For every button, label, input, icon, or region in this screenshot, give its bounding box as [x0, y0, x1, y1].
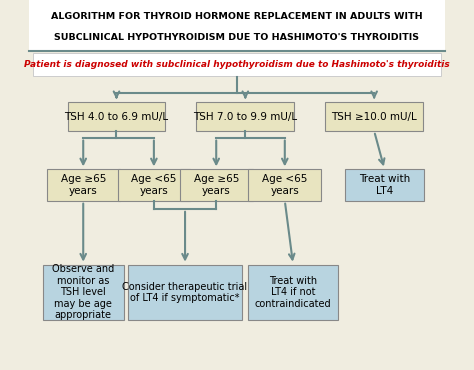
Text: Age ≥65
years: Age ≥65 years: [61, 174, 106, 196]
FancyBboxPatch shape: [345, 169, 424, 201]
Text: Treat with
LT4: Treat with LT4: [359, 174, 410, 196]
FancyBboxPatch shape: [68, 102, 165, 131]
Text: TSH ≥10.0 mU/L: TSH ≥10.0 mU/L: [331, 111, 417, 122]
Text: Age <65
years: Age <65 years: [131, 174, 177, 196]
Text: Age <65
years: Age <65 years: [262, 174, 308, 196]
Text: Treat with
LT4 if not
contraindicated: Treat with LT4 if not contraindicated: [255, 276, 331, 309]
Text: TSH 4.0 to 6.9 mU/L: TSH 4.0 to 6.9 mU/L: [64, 111, 169, 122]
FancyBboxPatch shape: [180, 169, 253, 201]
FancyBboxPatch shape: [29, 0, 445, 50]
FancyBboxPatch shape: [47, 169, 119, 201]
Text: Age ≥65
years: Age ≥65 years: [193, 174, 239, 196]
Text: Observe and
monitor as
TSH level
may be age
appropriate: Observe and monitor as TSH level may be …: [52, 264, 114, 320]
FancyBboxPatch shape: [43, 265, 124, 320]
FancyBboxPatch shape: [33, 53, 441, 76]
FancyBboxPatch shape: [248, 169, 321, 201]
FancyBboxPatch shape: [197, 102, 294, 131]
Text: TSH 7.0 to 9.9 mU/L: TSH 7.0 to 9.9 mU/L: [193, 111, 297, 122]
FancyBboxPatch shape: [128, 265, 242, 320]
Text: ALGORITHM FOR THYROID HORMONE REPLACEMENT IN ADULTS WITH: ALGORITHM FOR THYROID HORMONE REPLACEMEN…: [51, 12, 423, 21]
FancyBboxPatch shape: [118, 169, 190, 201]
Text: SUBCLINICAL HYPOTHYROIDISM DUE TO HASHIMOTO'S THYROIDITIS: SUBCLINICAL HYPOTHYROIDISM DUE TO HASHIM…: [55, 33, 419, 42]
Text: Consider therapeutic trial
of LT4 if symptomatic*: Consider therapeutic trial of LT4 if sym…: [122, 282, 247, 303]
Text: Patient is diagnosed with subclinical hypothyroidism due to Hashimoto's thyroidi: Patient is diagnosed with subclinical hy…: [24, 60, 450, 69]
FancyBboxPatch shape: [248, 265, 338, 320]
FancyBboxPatch shape: [325, 102, 423, 131]
